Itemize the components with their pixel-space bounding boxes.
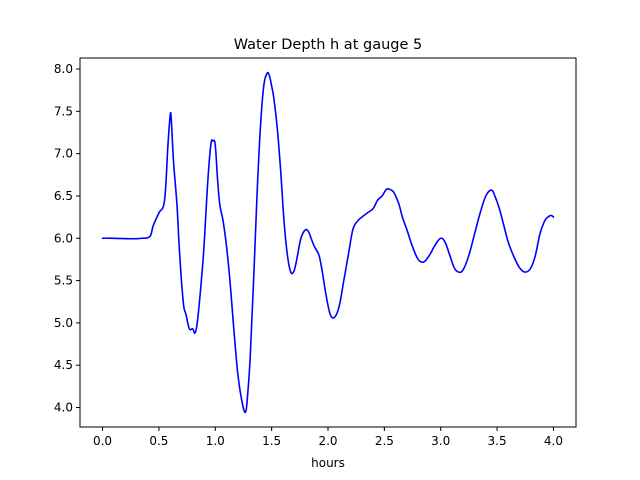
plot-area [101,71,555,414]
y-tick-label-3: 5.5 [54,274,73,288]
x-tick-label-2: 1.0 [206,434,225,448]
y-tick-label-6: 7.0 [54,147,73,161]
x-tick-label-0: 0.0 [93,434,112,448]
x-tick-label-6: 3.0 [431,434,450,448]
y-tick-label-8: 8.0 [54,62,73,76]
y-tick-label-5: 6.5 [54,189,73,203]
axes: 0.0 0.5 1.0 1.5 2.0 2.5 3.0 3.5 4.0 4.0 4.5 5.0 5.5 6… [54,57,577,448]
x-tick-label-8: 4.0 [544,434,563,448]
y-tick-label-7: 7.5 [54,104,73,118]
plot-frame [79,57,577,428]
y-tick-label-4: 6.0 [54,231,73,245]
x-tick-label-1: 0.5 [149,434,168,448]
y-tick-label-0: 4.0 [54,401,73,415]
series-line-0 [101,71,555,414]
x-tick-label-5: 2.5 [375,434,394,448]
x-tick-label-3: 1.5 [262,434,281,448]
y-tick-label-1: 4.5 [54,358,73,372]
x-axis-label: hours [311,456,345,470]
x-tick-label-7: 3.5 [488,434,507,448]
chart-title: Water Depth h at gauge 5 [234,37,422,53]
y-tick-label-2: 5.0 [54,316,73,330]
x-tick-label-4: 2.0 [318,434,337,448]
